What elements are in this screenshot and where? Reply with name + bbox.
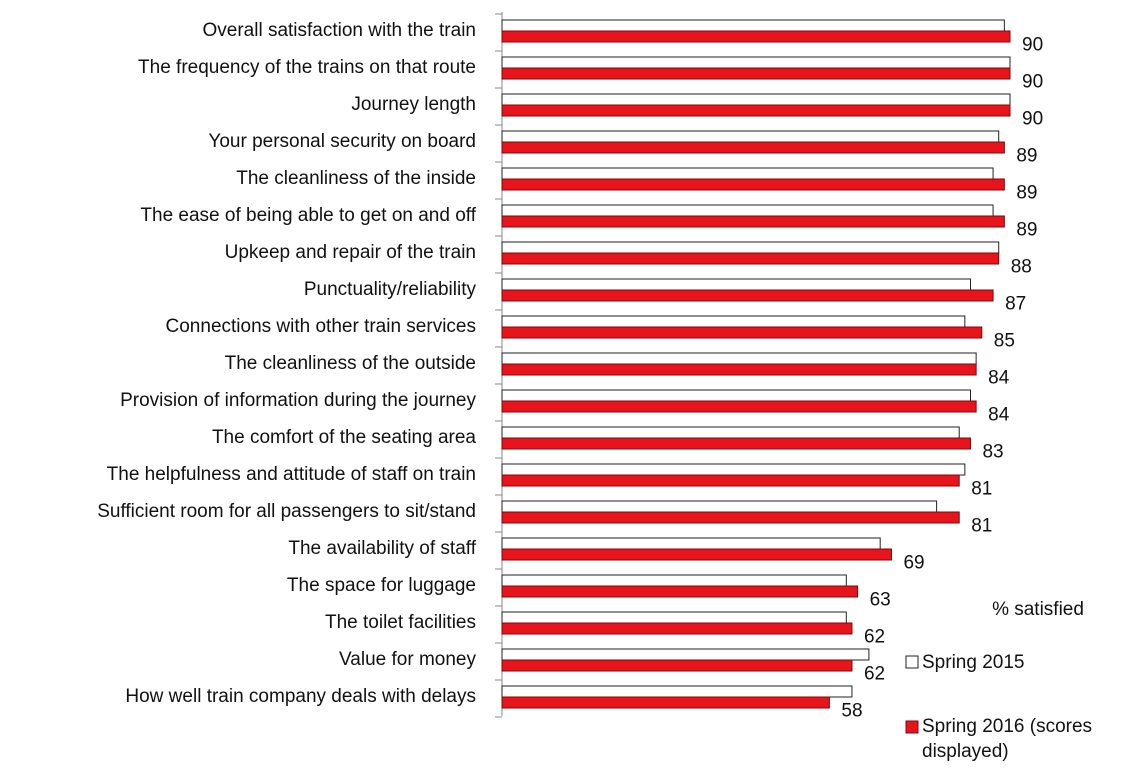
data-label: 90 — [1022, 109, 1043, 130]
category-label: Journey length — [351, 94, 476, 115]
data-label: 62 — [864, 664, 885, 685]
data-label: 84 — [988, 368, 1010, 389]
bar — [501, 537, 881, 550]
category-label: How well train company deals with delays — [125, 686, 476, 707]
bar — [501, 178, 1005, 191]
category-label: Overall satisfaction with the train — [202, 20, 476, 41]
category-label: The availability of staff — [288, 538, 476, 559]
bar — [501, 167, 994, 180]
bar — [501, 400, 977, 413]
bar — [501, 278, 971, 291]
data-label: 87 — [1005, 294, 1026, 315]
bar — [501, 30, 1011, 43]
category-label: Sufficient room for all passengers to si… — [97, 501, 476, 522]
bar — [501, 352, 977, 365]
bar — [501, 289, 994, 302]
data-label: 89 — [1016, 146, 1037, 167]
category-label: Your personal security on board — [208, 131, 476, 152]
bar — [501, 548, 892, 561]
bar — [501, 426, 960, 439]
bar — [501, 622, 853, 635]
bar — [501, 241, 1000, 254]
data-label: 83 — [982, 442, 1003, 463]
bar — [501, 104, 1011, 117]
bar — [501, 141, 1005, 154]
category-label: The comfort of the seating area — [212, 427, 476, 448]
bar — [501, 500, 938, 513]
bar — [501, 585, 859, 598]
legend-label: Spring 2016 (scores displayed) — [922, 716, 1093, 762]
data-label: 90 — [1022, 35, 1043, 56]
category-label: The cleanliness of the outside — [225, 353, 476, 374]
bar — [501, 252, 1000, 265]
data-label: 90 — [1022, 72, 1043, 93]
category-label: The cleanliness of the inside — [236, 168, 476, 189]
category-label: The toilet facilities — [325, 612, 476, 633]
category-label: Connections with other train services — [166, 316, 476, 337]
data-label: 62 — [864, 627, 885, 648]
bar — [501, 463, 966, 476]
category-label: Punctuality/reliability — [304, 279, 477, 300]
data-label: 58 — [841, 701, 862, 722]
data-label: 88 — [1011, 257, 1032, 278]
legend-label: Spring 2015 — [922, 652, 1024, 673]
data-label: 84 — [988, 405, 1010, 426]
data-label: 89 — [1016, 183, 1037, 204]
bar — [501, 437, 971, 450]
data-label: 81 — [971, 516, 992, 537]
bar — [501, 659, 853, 672]
bar — [501, 204, 994, 217]
category-label: Upkeep and repair of the train — [225, 242, 476, 263]
bar — [501, 315, 966, 328]
data-label: 69 — [903, 553, 924, 574]
bar — [501, 56, 1011, 69]
annotation: % satisfied — [992, 599, 1084, 620]
bar — [501, 685, 853, 698]
data-label: 81 — [971, 479, 992, 500]
category-label: The ease of being able to get on and off — [140, 205, 476, 226]
legend-swatch — [905, 655, 919, 669]
category-label: The space for luggage — [287, 575, 476, 596]
legend-swatch — [905, 720, 919, 734]
data-label: 89 — [1016, 220, 1037, 241]
bar — [501, 696, 830, 709]
category-label: The frequency of the trains on that rout… — [138, 57, 476, 78]
category-label: Provision of information during the jour… — [120, 390, 476, 411]
bar — [501, 93, 1011, 106]
bar — [501, 474, 960, 487]
bar — [501, 326, 983, 339]
bar — [501, 648, 870, 661]
bar — [501, 215, 1005, 228]
bar — [501, 611, 847, 624]
bar — [501, 67, 1011, 80]
data-label: 85 — [994, 331, 1015, 352]
bar — [501, 389, 971, 402]
bar — [501, 511, 960, 524]
bar — [501, 19, 1005, 32]
bar — [501, 574, 847, 587]
bar — [501, 363, 977, 376]
category-label: The helpfulness and attitude of staff on… — [107, 464, 476, 485]
bar — [501, 130, 1000, 143]
data-label: 63 — [870, 590, 891, 611]
category-label: Value for money — [339, 649, 476, 670]
